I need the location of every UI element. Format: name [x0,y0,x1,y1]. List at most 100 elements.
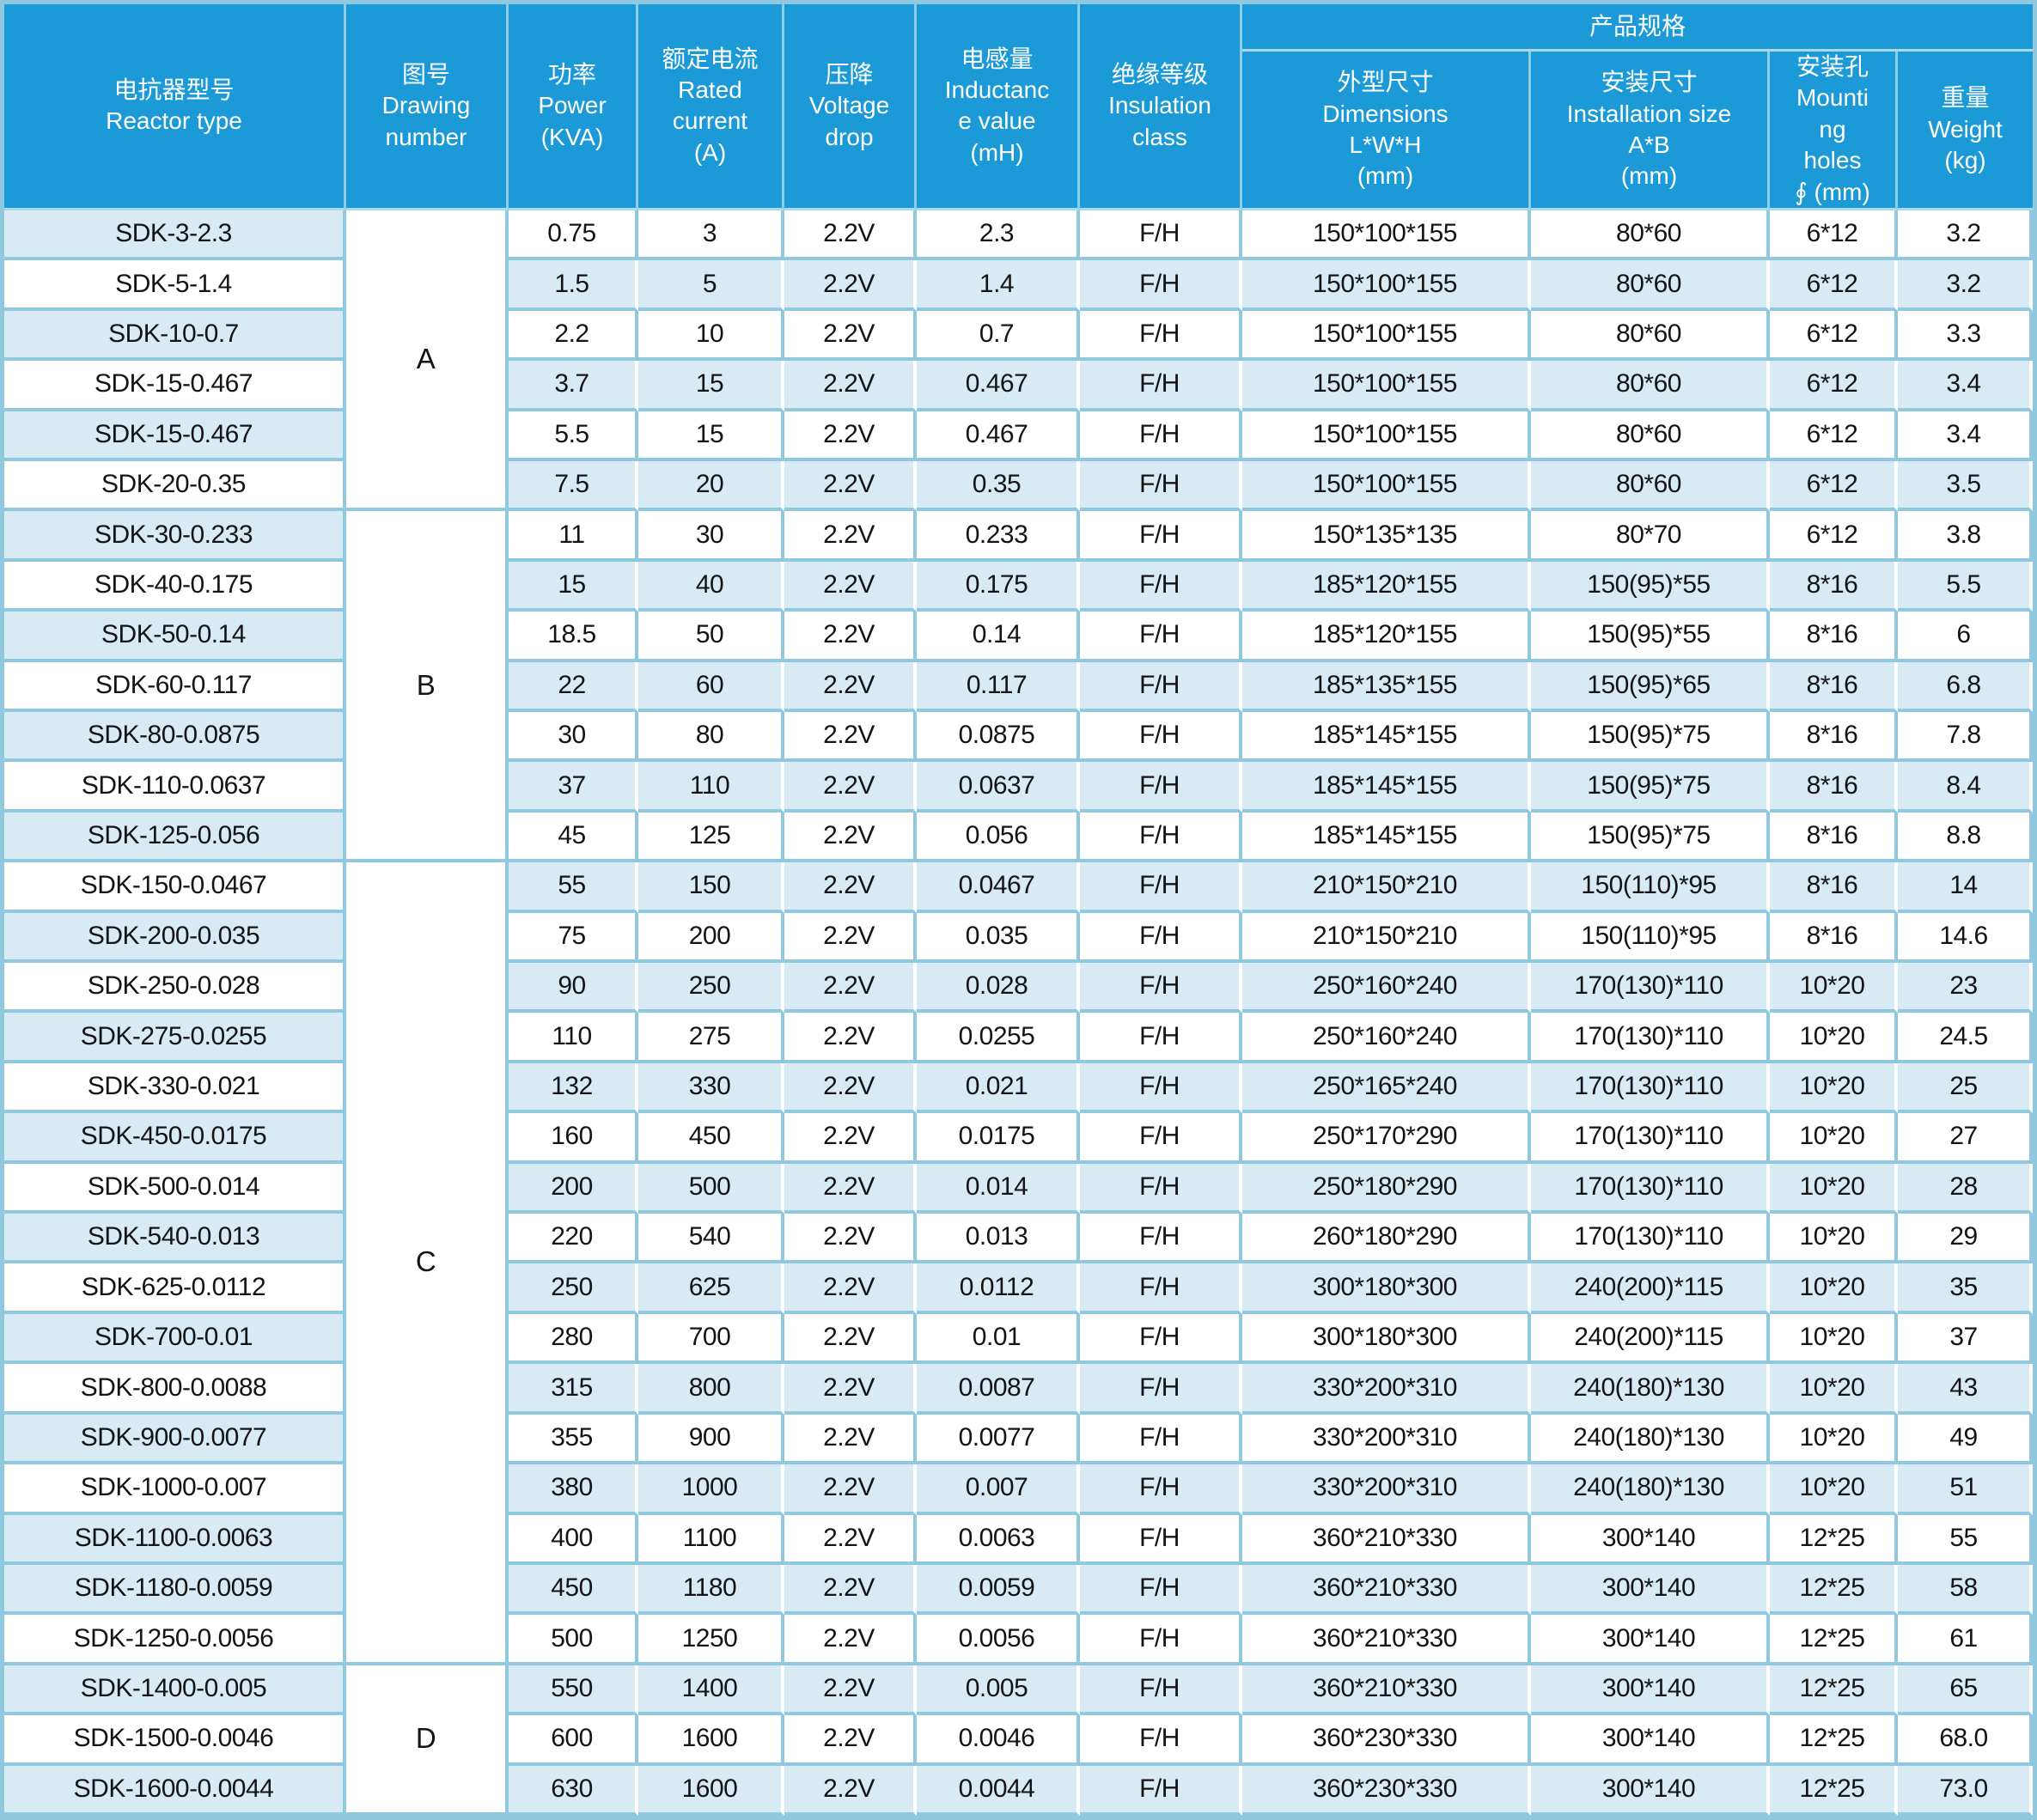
cell-dimensions: 150*100*155 [1242,361,1531,411]
cell-inductance: 0.233 [917,511,1080,562]
cell-insulation: F/H [1080,912,1242,964]
cell-reactor-type: SDK-500-0.014 [4,1163,346,1214]
cell-dimensions: 360*210*330 [1242,1615,1531,1665]
cell-dimensions: 260*180*290 [1242,1214,1531,1264]
cell-drawing-number-group: C [346,862,509,1665]
cell-mounting: 8*16 [1770,561,1898,612]
cell-drop: 2.2V [784,712,917,763]
cell-power: 315 [509,1364,638,1415]
cell-installation: 300*140 [1531,1564,1770,1616]
cell-inductance: 0.0059 [917,1564,1080,1616]
cell-power: 0.75 [509,210,638,261]
cell-inductance: 0.467 [917,361,1080,411]
header-dimensions: 外型尺寸 Dimensions L*W*H (mm) [1242,52,1531,210]
cell-drop: 2.2V [784,1113,917,1164]
cell-insulation: F/H [1080,1514,1242,1565]
cell-power: 110 [509,1013,638,1063]
cell-insulation: F/H [1080,1214,1242,1264]
cell-insulation: F/H [1080,1013,1242,1063]
cell-reactor-type: SDK-80-0.0875 [4,712,346,763]
cell-inductance: 0.028 [917,963,1080,1013]
cell-mounting: 6*12 [1770,511,1898,562]
cell-installation: 240(200)*115 [1531,1313,1770,1365]
cell-drop: 2.2V [784,511,917,562]
cell-mounting: 12*25 [1770,1615,1898,1665]
table-row: SDK-1100-0.0063 400 1100 2.2V 0.0063 F/H 360*2… [4,1514,2034,1565]
cell-drawing-number-group: B [346,511,509,863]
table-row: SDK-5-1.4 1.5 5 2.2V 1.4 F/H 150*100*155 80*60 6… [4,260,2034,311]
cell-dimensions: 185*145*155 [1242,812,1531,863]
cell-current: 500 [638,1163,784,1214]
cell-mounting: 10*20 [1770,1013,1898,1063]
cell-insulation: F/H [1080,1715,1242,1766]
cell-power: 15 [509,561,638,612]
cell-inductance: 0.0077 [917,1414,1080,1465]
cell-installation: 170(130)*110 [1531,1113,1770,1164]
cell-drop: 2.2V [784,310,917,362]
cell-inductance: 0.014 [917,1163,1080,1214]
cell-weight: 14 [1898,862,2034,913]
reactor-spec-table: 电抗器型号 Reactor type 图号 Drawing number 功率 … [4,4,2034,1816]
cell-drawing-number-group: D [346,1665,509,1816]
cell-power: 220 [509,1214,638,1264]
cell-insulation: F/H [1080,460,1242,512]
cell-reactor-type: SDK-200-0.035 [4,912,346,964]
cell-inductance: 0.0875 [917,712,1080,763]
cell-reactor-type: SDK-450-0.0175 [4,1113,346,1164]
cell-inductance: 0.0175 [917,1113,1080,1164]
cell-mounting: 12*25 [1770,1514,1898,1565]
cell-insulation: F/H [1080,210,1242,261]
cell-installation: 80*60 [1531,411,1770,461]
cell-inductance: 1.4 [917,260,1080,311]
cell-inductance: 0.467 [917,411,1080,461]
cell-weight: 28 [1898,1163,2034,1214]
cell-reactor-type: SDK-700-0.01 [4,1313,346,1365]
cell-weight: 65 [1898,1665,2034,1716]
cell-current: 625 [638,1263,784,1314]
table-row: SDK-3-2.3 A 0.75 3 2.2V 2.3 F/H 150*100*155 80*6… [4,210,2034,512]
cell-insulation: F/H [1080,1414,1242,1465]
cell-inductance: 0.007 [917,1464,1080,1515]
table-row: SDK-800-0.0088 315 800 2.2V 0.0087 F/H 330*200… [4,1364,2034,1415]
cell-inductance: 2.3 [917,210,1080,261]
cell-installation: 170(130)*110 [1531,1214,1770,1264]
table-row: SDK-625-0.0112 250 625 2.2V 0.0112 F/H 300*180… [4,1263,2034,1314]
cell-installation: 150(95)*55 [1531,561,1770,612]
cell-power: 250 [509,1263,638,1314]
cell-dimensions: 185*120*155 [1242,561,1531,612]
header-drawing-number: 图号 Drawing number [346,4,509,210]
cell-current: 10 [638,310,784,362]
cell-power: 5.5 [509,411,638,461]
cell-power: 11 [509,511,638,562]
cell-dimensions: 250*160*240 [1242,1013,1531,1063]
cell-installation: 300*140 [1531,1615,1770,1665]
cell-reactor-type: SDK-30-0.233 [4,511,346,562]
table-row: SDK-10-0.7 2.2 10 2.2V 0.7 F/H 150*100*155 80*6… [4,310,2034,362]
header-mounting: 安装孔 Mounti ng holes ∮ (mm) [1770,52,1898,210]
cell-installation: 80*60 [1531,361,1770,411]
cell-installation: 150(95)*55 [1531,612,1770,662]
cell-drop: 2.2V [784,1263,917,1314]
cell-weight: 7.8 [1898,712,2034,763]
cell-mounting: 10*20 [1770,963,1898,1013]
cell-current: 800 [638,1364,784,1415]
cell-dimensions: 360*230*330 [1242,1715,1531,1766]
cell-installation: 170(130)*110 [1531,963,1770,1013]
cell-weight: 5.5 [1898,561,2034,612]
cell-drop: 2.2V [784,1364,917,1415]
cell-mounting: 8*16 [1770,661,1898,713]
cell-inductance: 0.14 [917,612,1080,662]
cell-drop: 2.2V [784,1163,917,1214]
cell-dimensions: 210*150*210 [1242,912,1531,964]
cell-drop: 2.2V [784,1514,917,1565]
cell-installation: 300*140 [1531,1514,1770,1565]
cell-reactor-type: SDK-40-0.175 [4,561,346,612]
cell-reactor-type: SDK-10-0.7 [4,310,346,362]
table-row: SDK-900-0.0077 355 900 2.2V 0.0077 F/H 330*200… [4,1414,2034,1465]
cell-installation: 300*140 [1531,1665,1770,1716]
cell-weight: 61 [1898,1615,2034,1665]
cell-dimensions: 150*100*155 [1242,310,1531,362]
cell-installation: 170(130)*110 [1531,1062,1770,1114]
cell-installation: 240(180)*130 [1531,1364,1770,1415]
table-row: SDK-60-0.117 22 60 2.2V 0.117 F/H 185*135*155 1… [4,661,2034,713]
